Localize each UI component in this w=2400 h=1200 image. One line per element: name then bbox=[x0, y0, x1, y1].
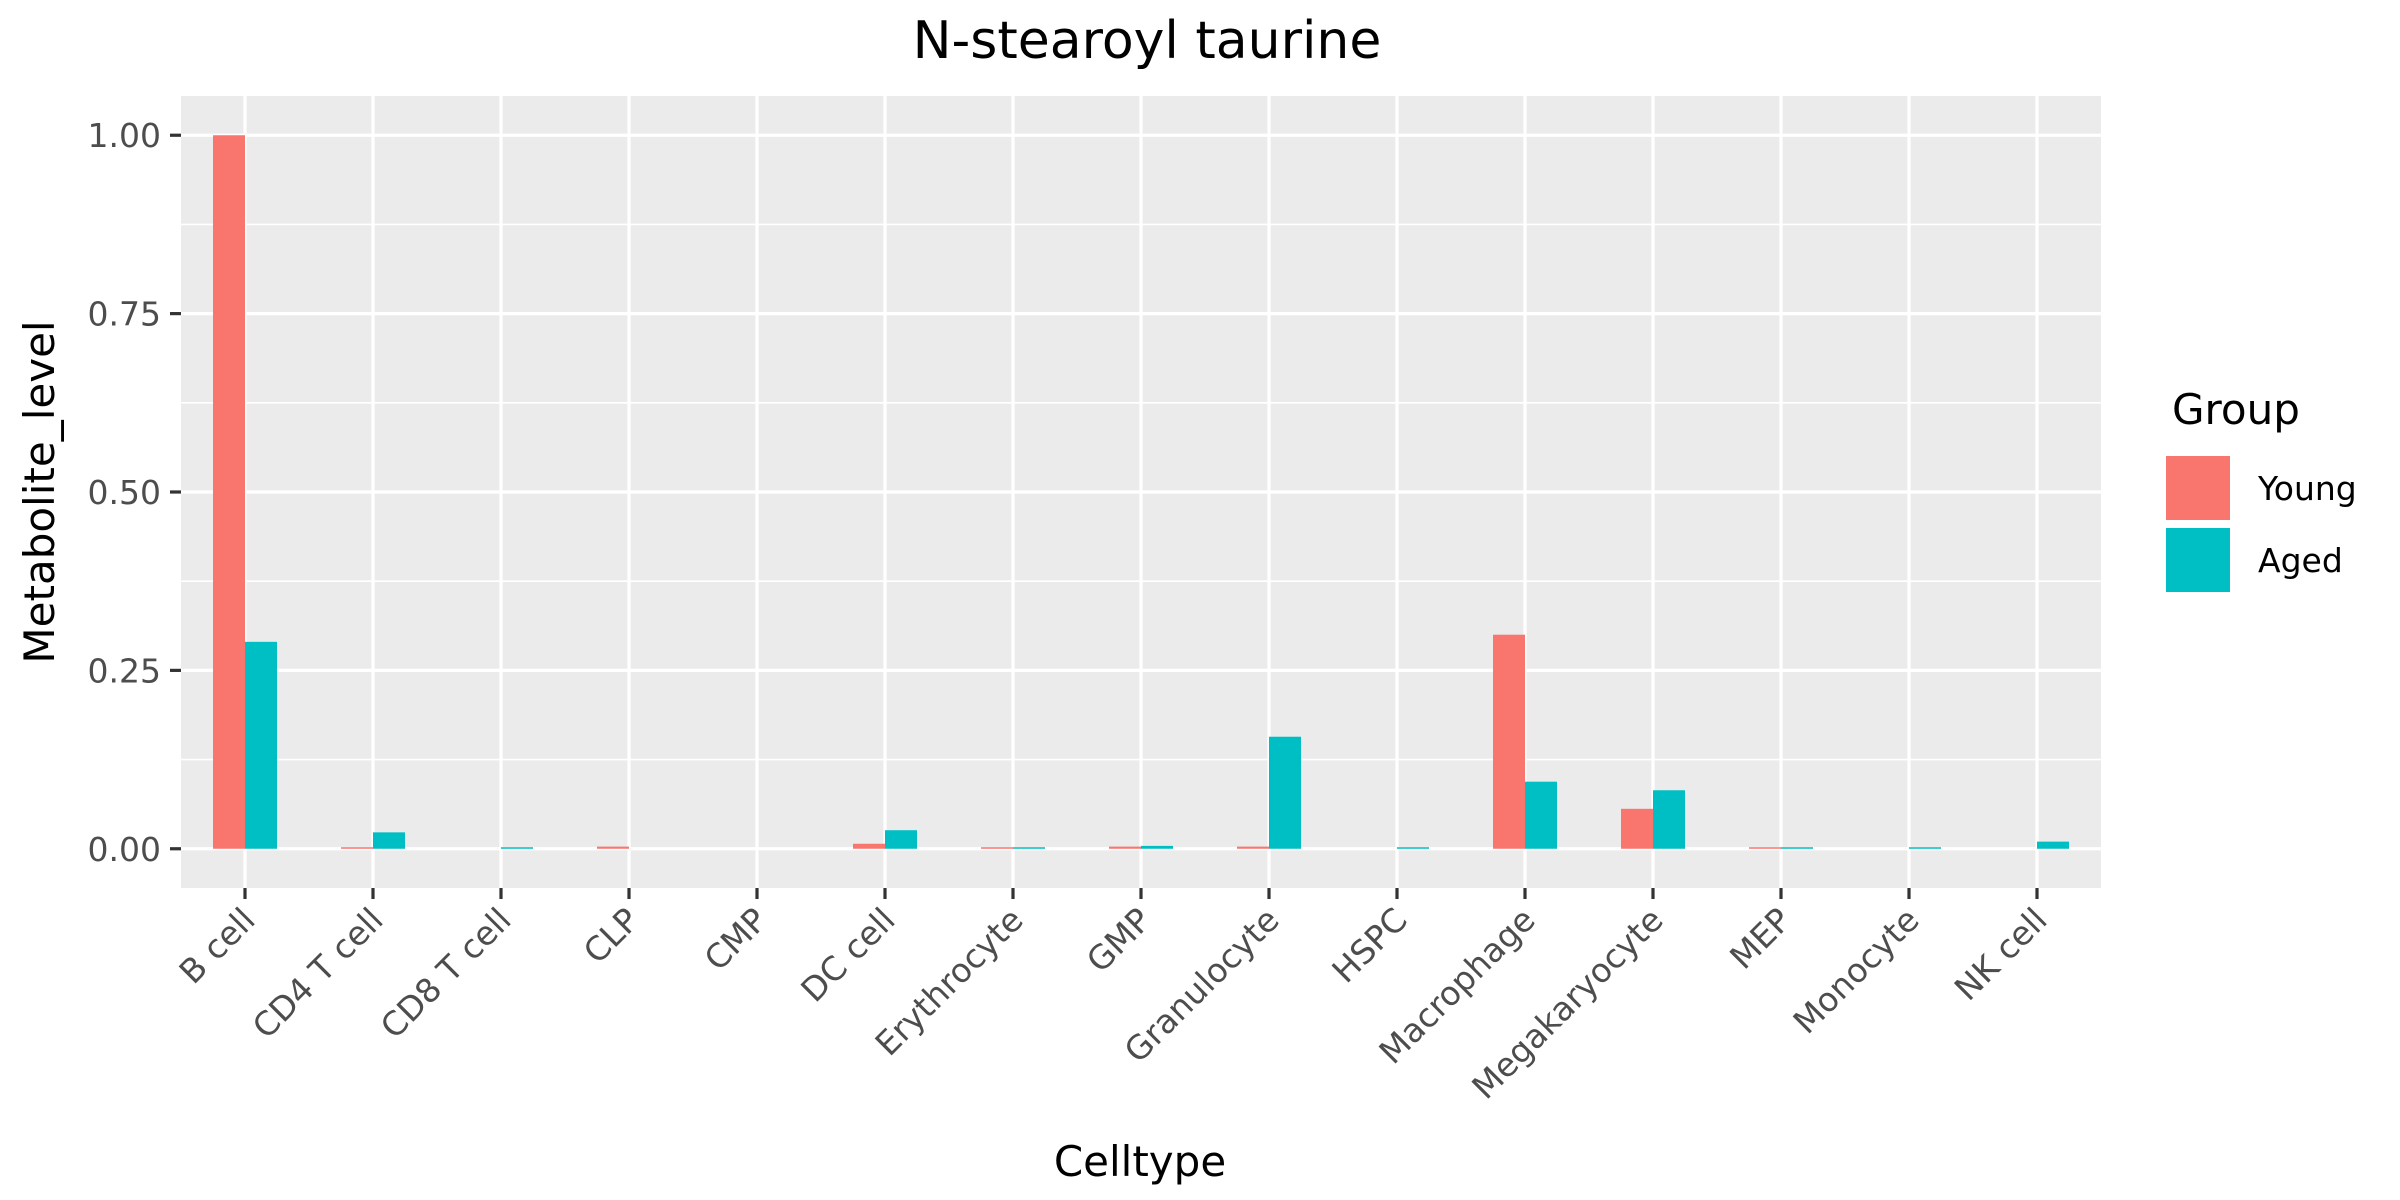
bar-aged-granulocyte bbox=[1269, 736, 1301, 849]
bar-aged-monocyte bbox=[1909, 847, 1941, 849]
bar-young-clp bbox=[597, 846, 629, 849]
legend-key-aged bbox=[2166, 528, 2230, 592]
legend-title: Group bbox=[2172, 385, 2300, 434]
x-tick-label: DC cell bbox=[793, 900, 902, 1009]
bar-young-cd4-t-cell bbox=[341, 847, 373, 849]
x-tick-label: B cell bbox=[171, 900, 262, 991]
bar-young-dc-cell bbox=[853, 843, 885, 849]
bar-aged-hspc bbox=[1397, 847, 1429, 849]
x-tick-label: CMP bbox=[697, 900, 775, 978]
bar-young-b-cell bbox=[213, 135, 245, 849]
y-tick-label: 1.00 bbox=[88, 116, 161, 155]
bar-aged-nk-cell bbox=[2037, 841, 2069, 849]
bar-aged-gmp bbox=[1141, 845, 1173, 849]
bar-aged-dc-cell bbox=[885, 830, 917, 849]
bar-aged-erythrocyte bbox=[1013, 847, 1045, 849]
x-tick-label: CLP bbox=[576, 900, 647, 971]
bar-aged-megakaryocyte bbox=[1653, 790, 1685, 849]
chart-title: N-stearoyl taurine bbox=[913, 11, 1382, 71]
x-tick-label: HSPC bbox=[1324, 900, 1414, 990]
bar-young-macrophage bbox=[1493, 634, 1525, 849]
x-tick-label: Monocyte bbox=[1785, 900, 1926, 1041]
x-axis-title: Celltype bbox=[1054, 1137, 1226, 1186]
x-tick-label: NK cell bbox=[1947, 900, 2055, 1008]
bar-aged-mep bbox=[1781, 847, 1813, 849]
bars bbox=[213, 135, 2069, 849]
bar-aged-macrophage bbox=[1525, 781, 1557, 849]
y-tick-label: 0.75 bbox=[88, 295, 161, 334]
bar-aged-cd4-t-cell bbox=[373, 832, 405, 849]
legend-label-young: Young bbox=[2257, 469, 2357, 508]
x-tick-label: MEP bbox=[1722, 900, 1799, 977]
bar-young-megakaryocyte bbox=[1621, 808, 1653, 849]
bar-aged-b-cell bbox=[245, 641, 277, 849]
y-tick-label: 0.00 bbox=[88, 830, 161, 869]
legend-label-aged: Aged bbox=[2258, 541, 2343, 580]
bar-young-erythrocyte bbox=[981, 847, 1013, 849]
bar-young-granulocyte bbox=[1237, 846, 1269, 849]
y-tick-label: 0.25 bbox=[88, 651, 161, 690]
y-tick-label: 0.50 bbox=[88, 473, 161, 512]
y-axis-title: Metabolite_level bbox=[15, 320, 64, 663]
legend: Group Young Aged bbox=[2166, 385, 2357, 592]
x-tick-label: CD4 T cell bbox=[245, 900, 391, 1046]
bar-aged-cd8-t-cell bbox=[501, 847, 533, 849]
x-tick-label: CD8 T cell bbox=[373, 900, 519, 1046]
bar-young-mep bbox=[1749, 847, 1781, 849]
x-tick-label: GMP bbox=[1079, 900, 1159, 980]
legend-key-young bbox=[2166, 456, 2230, 520]
bar-young-gmp bbox=[1109, 846, 1141, 849]
